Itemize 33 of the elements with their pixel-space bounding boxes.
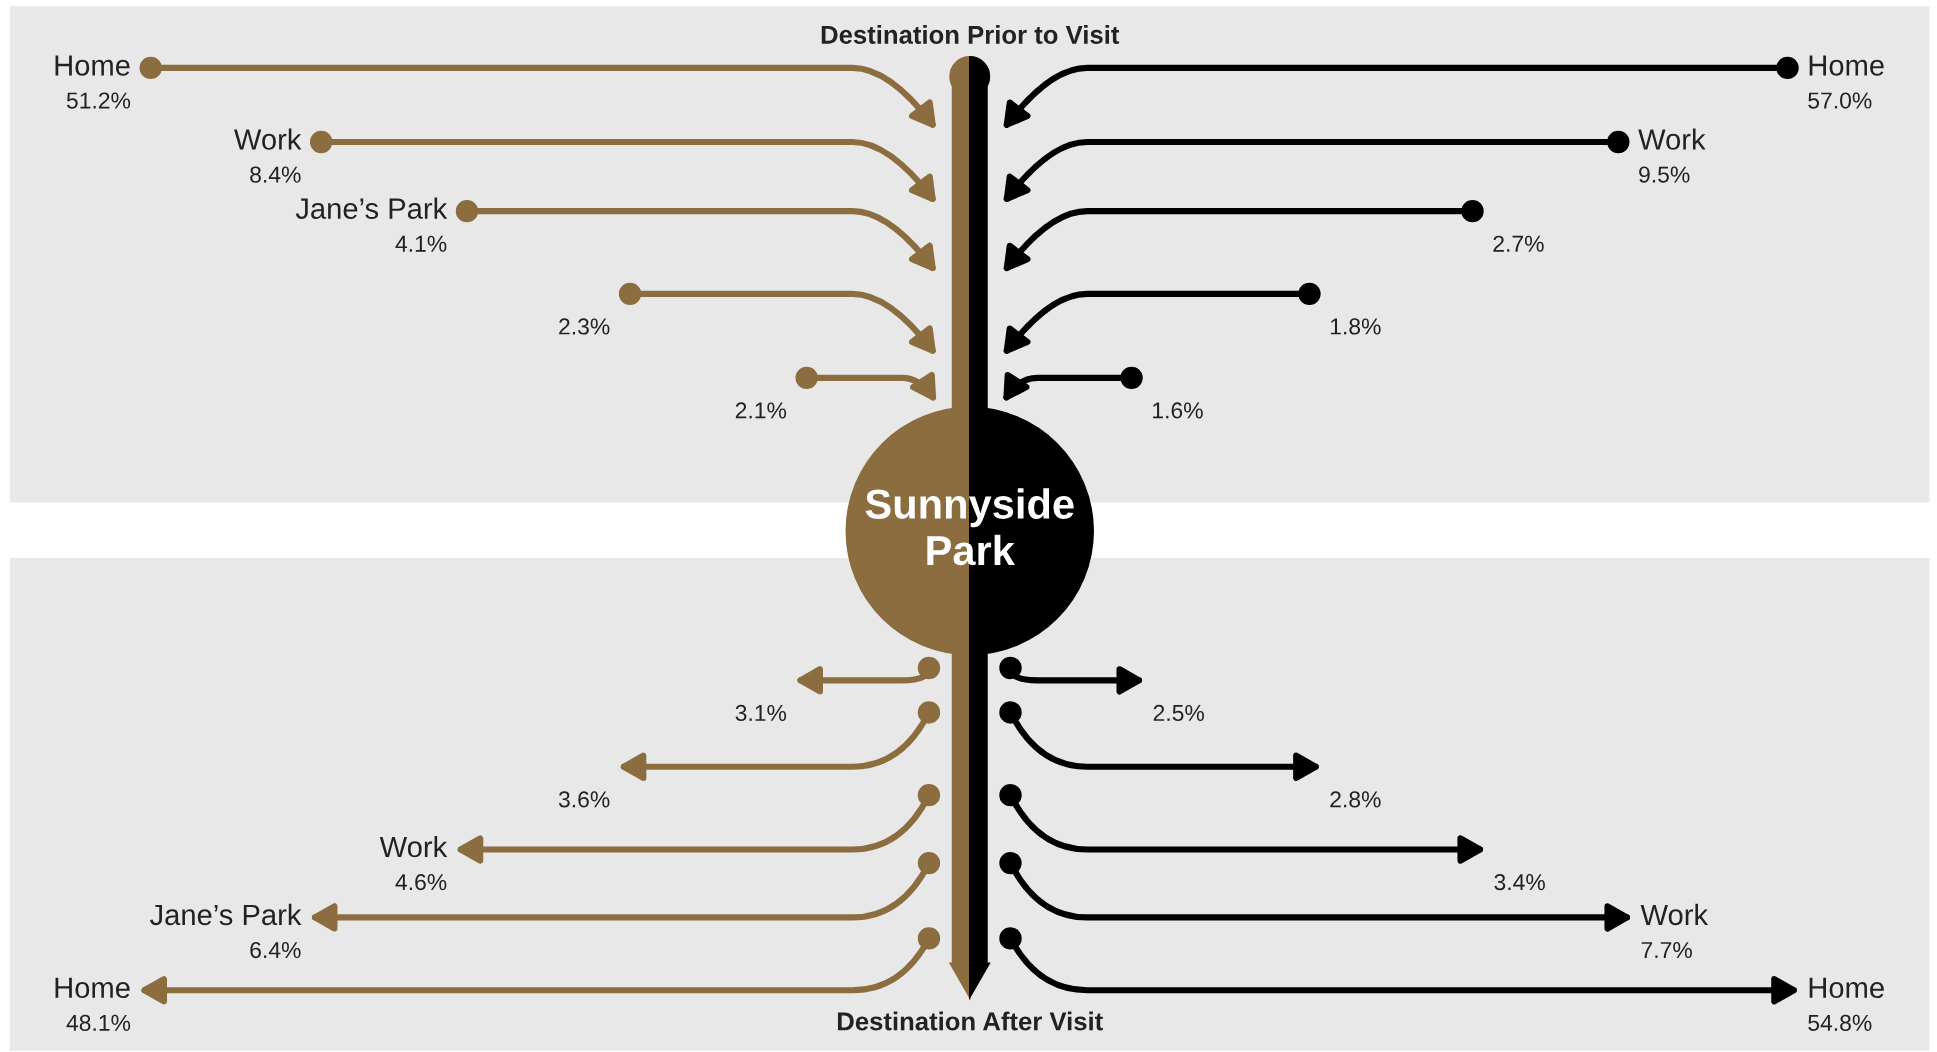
data-label: 54.8% (1808, 1014, 1872, 1031)
data-label: 4.1% (395, 235, 447, 252)
data-label: 6.4% (250, 941, 301, 959)
data-label: 1.8% (1330, 318, 1381, 335)
category-label: Work (1638, 128, 1706, 150)
category-label: Home (1809, 55, 1884, 76)
data-label: 2.3% (559, 318, 610, 335)
data-label: 2.5% (1153, 704, 1204, 722)
category-label: Home (1809, 977, 1884, 999)
data-label: 3.1% (735, 704, 787, 722)
data-label: 57.0% (1808, 92, 1872, 109)
text: Destination Prior to Visit (821, 25, 1120, 44)
data-label: 1.6% (1153, 402, 1203, 419)
data-label: 2.7% (1493, 235, 1544, 252)
data-label: 3.4% (1494, 874, 1545, 891)
category-label: Jane’s Park (295, 197, 448, 219)
data-label: 7.7% (1641, 942, 1692, 959)
category-label: Work (234, 128, 302, 150)
category-label: Home (55, 55, 130, 76)
category-label: Home (55, 977, 130, 999)
data-label: 2.1% (735, 402, 787, 419)
category-label: Work (379, 835, 448, 858)
category-label: Jane’s Park (150, 903, 302, 926)
data-label: 9.5% (1639, 166, 1690, 183)
text: Destination After Visit (837, 1011, 1103, 1031)
data-label: 4.6% (395, 874, 447, 891)
category-label: Work (1640, 903, 1709, 926)
data-label: 2.8% (1330, 791, 1381, 808)
data-label: 48.1% (66, 1014, 131, 1031)
data-label: 8.4% (250, 166, 301, 183)
data-label: 51.2% (66, 92, 131, 109)
data-label: 3.6% (558, 791, 610, 808)
text: Sunnyside Park (865, 488, 1074, 566)
